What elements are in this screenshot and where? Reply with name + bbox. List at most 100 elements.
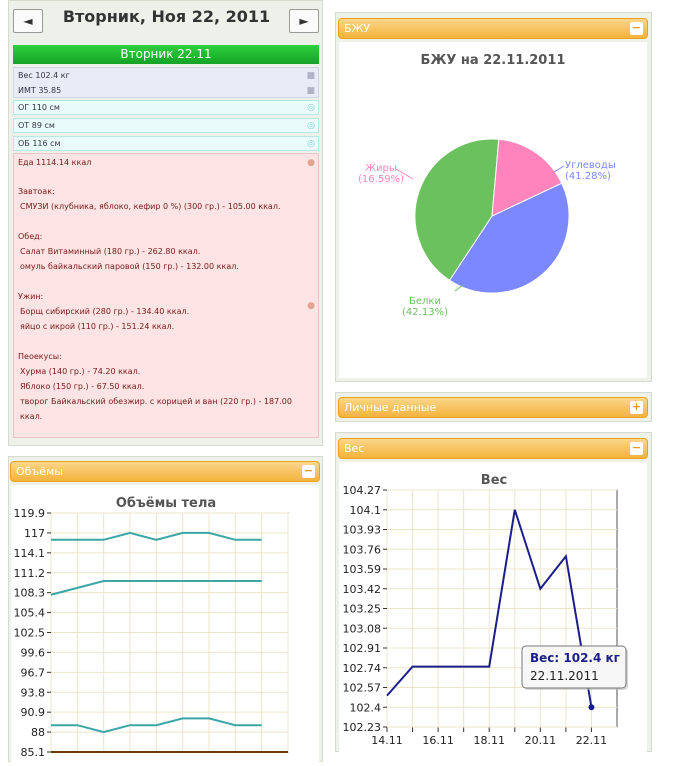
y-tick-label: 103.59 [343,563,382,576]
meal-header: Обед: [18,232,43,241]
x-tick-label: 16.11 [422,734,454,747]
personal-panel-header[interactable]: Личные данные + [338,397,648,418]
lock-icon[interactable]: ■ [306,86,315,96]
lock-icon[interactable]: ■ [306,71,315,81]
y-tick-label: 88 [31,726,45,739]
collapse-icon[interactable]: − [630,441,643,455]
y-tick-label: 104.1 [350,504,382,517]
meal-header: Пеоекусы: [18,352,62,361]
slice-label: Углеводы [565,160,616,171]
bju-panel-header[interactable]: БЖУ − [338,18,648,39]
x-tick-label: 20.11 [525,734,557,747]
collapse-icon[interactable]: − [302,464,315,478]
apple-icon[interactable]: ● [307,158,315,168]
chart-title: БЖУ на 22.11.2011 [421,53,566,68]
apple-icon[interactable]: ● [307,301,315,311]
weight-value: Вес 102.4 кг [18,71,70,80]
y-tick-label: 102.4 [350,701,382,714]
weight-line-chart: Вес 104.27 104.1 103.93 103.76 103.59 103.42 10… [343,473,628,747]
ot-row[interactable]: ОТ 89 см ◎ [13,118,319,133]
collapse-icon[interactable]: − [630,21,643,35]
day-bar: Вторник 22.11 [13,45,319,64]
pie-slice[interactable] [448,182,570,294]
tape-icon[interactable]: ◎ [307,121,315,131]
expand-icon[interactable]: + [630,400,643,414]
arrow-left-icon: ◄ [23,14,33,28]
food-item[interactable]: Яблоко (150 гр.) - 67.50 ккал. [20,382,145,391]
og-value: ОГ 110 см [18,103,60,112]
y-tick-label: 103.08 [343,622,382,635]
bju-chart-area: БЖУ на 22.11.2011 Углеводы (41.28%) Белки (4… [339,42,647,378]
food-total: Еда 1114.14 ккал [18,158,92,167]
y-tick-label: 117 [24,527,45,540]
y-tick-label: 105.4 [14,607,46,620]
food-item[interactable]: ккал. [20,412,43,421]
tape-icon[interactable]: ◎ [307,103,315,113]
tooltip-date: 22.11.2011 [530,669,599,683]
volumes-line-chart: Объёмы тела 119.9 117 114.1 111.2 108.3 105.4 1… [14,496,289,759]
weight-panel-header[interactable]: Вес − [338,438,648,459]
meal-header: Завтоак: [18,187,55,196]
food-item[interactable]: Салат Витаминный (180 гр.) - 262.80 ккал… [20,247,201,256]
label-connector [553,165,565,173]
y-tick-label: 104.27 [343,484,382,497]
y-tick-label: 93.8 [21,686,46,699]
y-tick-label: 108.3 [14,587,46,600]
food-item[interactable]: Борщ сибирский (280 гр.) - 134.40 ккал. [20,307,190,316]
ob-value: ОБ 116 см [18,139,61,148]
tooltip-value: Вес: 102.4 кг [530,651,620,665]
volumes-chart-area: Объёмы тела 119.9 117 114.1 111.2 108.3 105.4 1… [11,485,319,762]
weight-series-line[interactable] [386,509,593,708]
slice-pct: (42.13%) [402,307,448,318]
volume-series-line[interactable] [51,717,262,734]
y-tick-label: 103.76 [343,543,382,556]
y-tick-label: 102.91 [343,642,382,655]
volume-series-line[interactable] [50,579,262,596]
y-tick-label: 114.1 [14,547,46,560]
y-tick-label: 103.25 [343,603,382,616]
y-tick-label: 102.5 [14,627,46,640]
panel-title: Объёмы [16,465,63,478]
food-item[interactable]: СМУЗИ (клубника, яблоко, кефир 0 %) (300… [20,202,281,211]
og-row[interactable]: ОГ 110 см ◎ [13,100,319,115]
slice-label: Жиры [365,163,397,174]
arrow-right-icon: ► [299,14,309,28]
food-item[interactable]: омуль байкальский паровой (150 гр.) - 13… [20,262,239,271]
panel-title: Вес [344,442,365,455]
meal-header: Ужин: [18,292,44,301]
food-item[interactable]: яйцо с икрой (110 гр.) - 151.24 ккал. [20,322,175,331]
slice-pct: (41.28%) [565,171,611,182]
chart-title: Объёмы тела [116,496,216,511]
x-tick-label: 14.11 [371,734,403,747]
bmi-value: ИМТ 35.85 [18,86,62,95]
ob-row[interactable]: ОБ 116 см ◎ [13,136,319,151]
y-tick-label: 103.93 [343,524,382,537]
prev-day-button[interactable]: ◄ [13,9,43,33]
slice-label: Белки [409,296,441,307]
weight-bmi-row[interactable]: Вес 102.4 кг ИМТ 35.85 ■ ■ [13,67,319,98]
food-item[interactable]: творог Байкальский обезжир. с корицей и … [20,397,292,406]
x-tick-label: 18.11 [473,734,505,747]
food-item[interactable]: Хурма (140 гр.) - 74.20 ккал. [20,367,141,376]
data-point[interactable] [588,704,595,711]
ot-value: ОТ 89 см [18,121,55,130]
next-day-button[interactable]: ► [289,9,319,33]
volumes-panel-header[interactable]: Объёмы − [10,461,320,482]
pie-slice[interactable] [491,138,563,217]
label-connector [454,284,464,292]
chart-title: Вес [481,473,507,488]
tooltip [521,645,627,689]
weight-chart-area: Вес 104.27 104.1 103.93 103.76 103.59 103.42 10… [339,462,647,752]
panel-title: Личные данные [344,401,437,414]
volume-series-line[interactable] [51,531,262,541]
x-tick-label: 22.11 [576,734,608,747]
pie-slice[interactable] [414,138,500,281]
y-tick-label: 90.9 [21,706,46,719]
tape-icon[interactable]: ◎ [307,139,315,149]
y-tick-label: 103.42 [343,583,382,596]
y-tick-label: 119.9 [14,507,46,520]
panel-title: БЖУ [344,22,371,35]
y-tick-label: 102.57 [343,682,382,695]
y-tick-label: 96.7 [21,666,46,679]
slice-pct: (16.59%) [358,174,404,185]
